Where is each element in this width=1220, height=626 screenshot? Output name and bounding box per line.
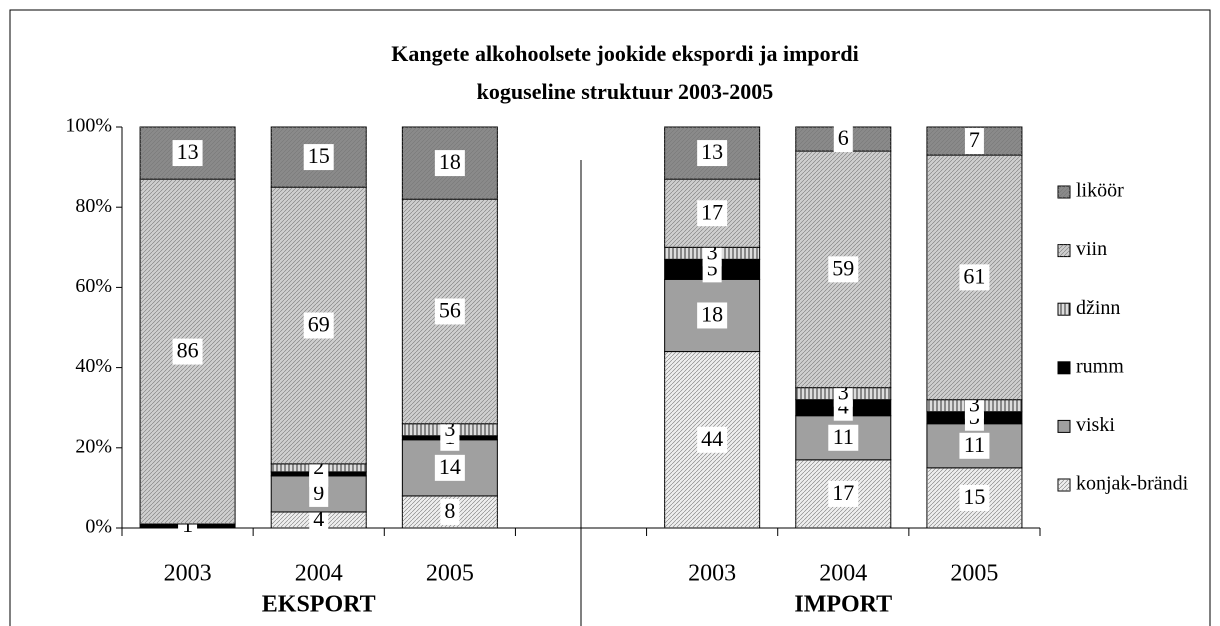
x-tick-label: 2005: [426, 561, 474, 587]
legend-texture: [1058, 244, 1070, 257]
data-label: 15: [308, 143, 330, 168]
label-box: [828, 256, 859, 283]
legend-label: rumm: [1076, 355, 1124, 377]
x-tick-label: 2004: [295, 561, 343, 587]
data-label: 86: [177, 338, 199, 363]
label-box: [828, 480, 859, 507]
data-label: 14: [439, 454, 461, 479]
label-box: [697, 140, 728, 167]
x-tick-label: 2003: [164, 561, 212, 587]
data-label: 56: [439, 298, 461, 323]
label-box: [172, 338, 203, 365]
chart-title: Kangete alkohoolsete jookide ekspordi ja…: [391, 41, 859, 66]
group-label: EKSPORT: [262, 592, 376, 618]
data-label: 11: [833, 424, 854, 449]
data-label: 8: [444, 498, 455, 523]
data-label: 4: [313, 506, 324, 531]
label-box: [303, 312, 334, 339]
label-box: [434, 150, 465, 177]
y-tick-label: 40%: [75, 355, 112, 377]
legend-label: konjak-brändi: [1076, 473, 1189, 495]
label-box: [959, 264, 990, 291]
data-label: 5: [707, 255, 718, 280]
label-box: [697, 302, 728, 329]
data-label: 17: [701, 199, 723, 224]
data-label: 3: [707, 239, 718, 264]
legend-texture: [1058, 303, 1070, 316]
data-label: 11: [964, 432, 985, 457]
label-box: [697, 200, 728, 227]
data-label: 18: [439, 149, 461, 174]
data-label: 7: [969, 127, 980, 152]
label-box: [303, 144, 334, 171]
label-box: [959, 432, 990, 459]
data-label: 13: [701, 139, 723, 164]
y-tick-label: 60%: [75, 275, 112, 297]
data-label: 18: [701, 302, 723, 327]
data-label: 3: [838, 380, 849, 405]
legend-label: liköör: [1076, 180, 1124, 202]
group-label: IMPORT: [794, 592, 892, 618]
legend-label: džinn: [1076, 297, 1120, 319]
data-label: 3: [969, 392, 980, 417]
legend-texture: [1058, 479, 1070, 491]
y-tick-label: 20%: [75, 435, 112, 457]
label-box: [697, 426, 728, 453]
x-tick-label: 2003: [688, 561, 736, 587]
label-box: [833, 126, 853, 153]
data-label: 3: [444, 416, 455, 441]
data-label: 69: [308, 312, 330, 337]
data-label: 9: [313, 480, 324, 505]
label-box: [440, 498, 460, 525]
data-label: 59: [832, 255, 854, 280]
data-label: 6: [838, 125, 849, 150]
data-label: 13: [177, 139, 199, 164]
frame: [9, 9, 1211, 626]
label-box: [172, 140, 203, 167]
label-box: [309, 480, 329, 507]
data-label: 17: [832, 480, 854, 505]
legend-label: viin: [1076, 238, 1107, 260]
label-box: [959, 484, 990, 511]
y-tick-label: 100%: [65, 115, 112, 137]
legend-swatch: [1057, 419, 1071, 433]
chart-title: koguseline struktuur 2003-2005: [477, 79, 774, 104]
data-label: 15: [963, 484, 985, 509]
data-label: 61: [963, 263, 985, 288]
x-tick-label: 2004: [819, 561, 867, 587]
x-tick-label: 2005: [950, 561, 998, 587]
y-tick-label: 0%: [85, 516, 112, 538]
legend-texture: [1058, 186, 1070, 198]
label-box: [964, 128, 984, 155]
label-box: [434, 298, 465, 325]
data-label: 1: [182, 512, 193, 537]
legend-swatch: [1057, 361, 1071, 375]
label-box: [434, 454, 465, 481]
label-box: [309, 506, 329, 533]
label-box: [828, 424, 859, 451]
data-label: 2: [313, 454, 324, 479]
legend-label: viski: [1076, 414, 1115, 436]
y-tick-label: 80%: [75, 195, 112, 217]
data-label: 44: [701, 426, 723, 451]
